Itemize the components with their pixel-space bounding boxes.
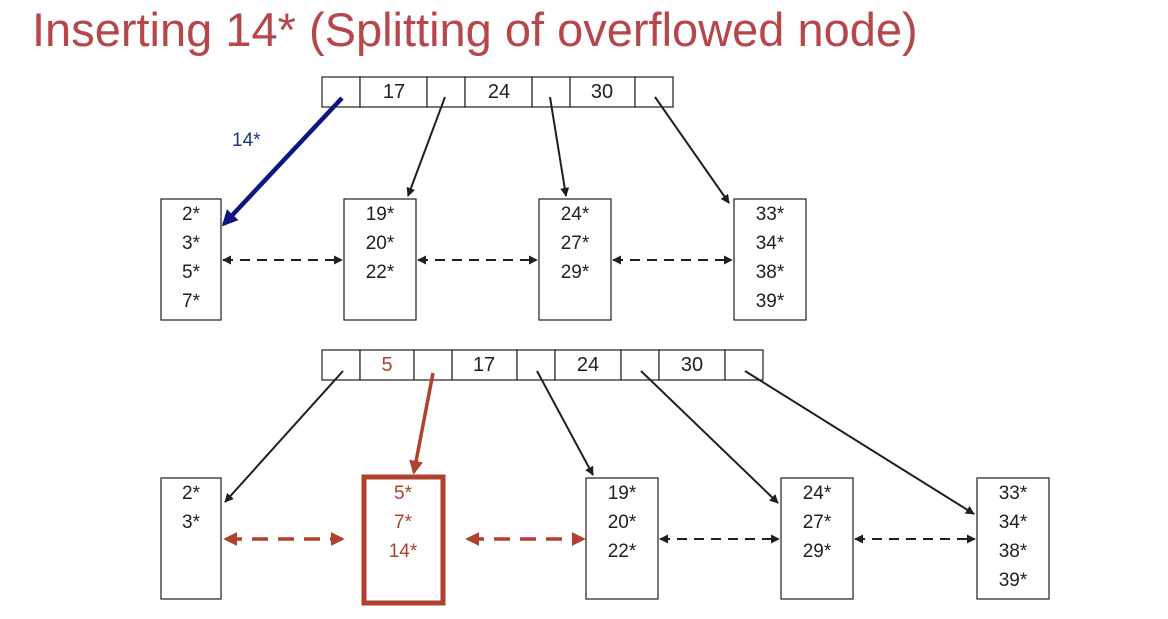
leaf-entry: 34* [756, 233, 785, 254]
after-tree: 5 17 24 30 2* 3* 5* 7* 14* 19* 20* 22* 2… [160, 349, 1050, 606]
root-pointer-slot [426, 76, 466, 108]
leaf-entry-new: 5* [394, 483, 413, 504]
leaf-entry: 5* [182, 262, 201, 283]
insert-arrow [221, 96, 344, 227]
leaf-entry: 24* [561, 204, 590, 225]
root-key: 24 [577, 354, 599, 376]
leaf-entry: 19* [608, 483, 637, 504]
leaf-entry: 19* [366, 204, 395, 225]
insert-label: 14* [232, 130, 261, 151]
child-pointer-arrow [640, 370, 779, 504]
after-root-node: 5 17 24 30 [321, 349, 764, 381]
leaf-entry: 34* [999, 512, 1028, 533]
root-pointer-slot [634, 76, 674, 108]
child-pointer-arrow [406, 96, 446, 197]
child-pointer-arrow [536, 370, 594, 476]
new-split-leaf-node: 5* 7* 14* [361, 474, 446, 606]
leaf-entry: 22* [608, 541, 637, 562]
leaf-entry-new: 7* [394, 512, 413, 533]
leaf-entry: 27* [561, 233, 590, 254]
leaf-entry: 7* [182, 291, 201, 312]
after-leaf-node: 19* 20* 22* [585, 477, 659, 600]
root-key-slot [451, 349, 518, 381]
before-leaf-node: 2* 3* 5* 7* [160, 198, 222, 321]
after-leaf-node: 24* 27* 29* [780, 477, 854, 600]
root-pointer-slot [321, 349, 361, 381]
leaf-entry: 38* [756, 262, 785, 283]
leaf-entry-new: 14* [389, 541, 418, 562]
root-key: 17 [473, 354, 495, 376]
after-leaf-node: 2* 3* [160, 477, 222, 600]
slide-title: Inserting 14* (Splitting of overflowed n… [32, 3, 918, 56]
leaf-entry: 3* [182, 512, 201, 533]
leaf-entry: 39* [756, 291, 785, 312]
before-leaf-node: 33* 34* 38* 39* [733, 198, 807, 321]
leaf-entry: 3* [182, 233, 201, 254]
leaf-entry: 22* [366, 262, 395, 283]
root-key: 30 [681, 354, 703, 376]
root-key-slot [658, 349, 726, 381]
leaf-entry: 33* [999, 483, 1028, 504]
root-pointer-slot [516, 349, 556, 381]
root-key-slot [359, 349, 415, 381]
child-pointer-arrow [744, 370, 975, 515]
child-pointer-arrow [654, 96, 730, 204]
leaf-entry: 33* [756, 204, 785, 225]
leaf-entry: 27* [803, 512, 832, 533]
root-key-slot [569, 76, 636, 108]
root-key-slot [464, 76, 533, 108]
before-leaf-node: 19* 20* 22* [343, 198, 417, 321]
child-pointer-arrow [549, 96, 570, 197]
before-tree: 17 24 30 2* 3* 5* 7* 19* 20* 22* 24* 27*… [160, 76, 807, 321]
new-child-pointer-arrow [409, 372, 435, 475]
root-pointer-slot [321, 76, 361, 108]
root-pointer-slot [724, 349, 764, 381]
child-pointer-arrow [224, 370, 344, 503]
leaf-entry: 39* [999, 570, 1028, 591]
leaf-entry: 20* [608, 512, 637, 533]
leaf-entry: 20* [366, 233, 395, 254]
root-pointer-slot [620, 349, 660, 381]
leaf-entry: 29* [803, 541, 832, 562]
after-leaf-node: 33* 34* 38* 39* [976, 477, 1050, 600]
root-key: 30 [591, 81, 613, 103]
leaf-entry: 38* [999, 541, 1028, 562]
leaf-entry: 24* [803, 483, 832, 504]
before-root-node: 17 24 30 [321, 76, 674, 108]
leaf-entry: 2* [182, 204, 201, 225]
before-leaf-node: 24* 27* 29* [538, 198, 612, 321]
root-key: 24 [488, 81, 510, 103]
leaf-entry: 29* [561, 262, 590, 283]
root-key-slot [359, 76, 428, 108]
root-key-new: 5 [381, 354, 392, 376]
leaf-entry: 2* [182, 483, 201, 504]
root-key: 17 [383, 81, 405, 103]
